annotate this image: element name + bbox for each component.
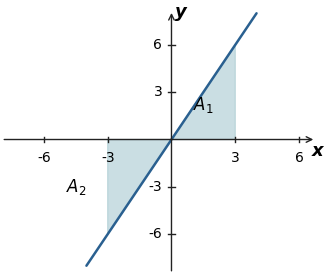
Text: 3: 3 (231, 151, 240, 165)
Text: -6: -6 (37, 151, 51, 165)
Text: -6: -6 (149, 227, 162, 241)
Text: $A_2$: $A_2$ (66, 177, 86, 197)
Polygon shape (108, 139, 172, 234)
Text: 6: 6 (295, 151, 304, 165)
Text: 6: 6 (153, 38, 162, 52)
Text: -3: -3 (101, 151, 114, 165)
Text: y: y (175, 3, 187, 21)
Text: -3: -3 (149, 180, 162, 194)
Text: x: x (311, 142, 323, 160)
Polygon shape (172, 45, 235, 139)
Text: $A_1$: $A_1$ (193, 95, 214, 115)
Text: 3: 3 (154, 85, 162, 99)
